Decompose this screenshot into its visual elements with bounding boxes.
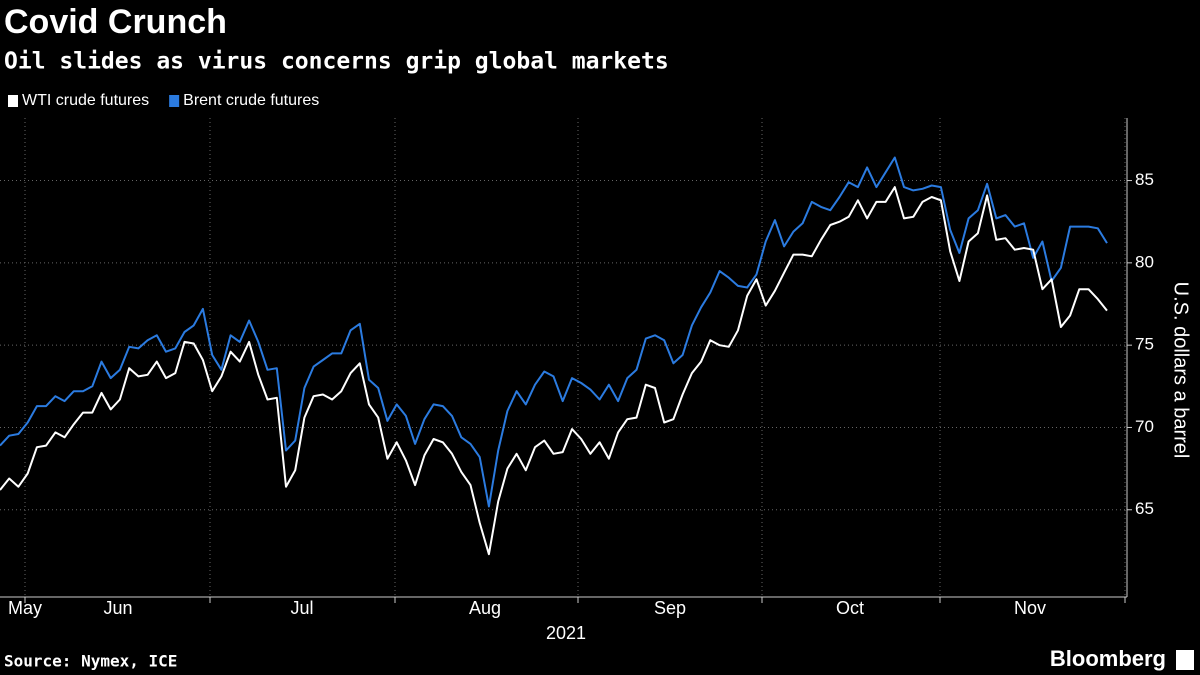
x-tick-label: Aug <box>469 598 501 618</box>
legend-label: WTI crude futures <box>22 92 149 109</box>
legend-swatch <box>8 95 18 107</box>
x-tick-label: Nov <box>1014 598 1046 618</box>
x-tick-label: Jun <box>103 598 132 618</box>
y-tick-label: 80 <box>1135 252 1154 271</box>
source: Source: Nymex, ICE <box>4 652 177 671</box>
brand-icon <box>1176 650 1194 670</box>
series-line <box>0 156 1108 508</box>
brand: Bloomberg <box>1050 646 1166 671</box>
y-axis-label: U.S. dollars a barrel <box>1170 282 1192 459</box>
x-tick-label: Jul <box>290 598 313 618</box>
legend-swatch <box>169 95 180 107</box>
legend-label: Brent crude futures <box>183 92 319 109</box>
y-tick-label: 65 <box>1135 499 1154 518</box>
series-line <box>0 186 1108 556</box>
y-tick-label: 85 <box>1135 170 1154 189</box>
x-axis-label: 2021 <box>546 623 586 643</box>
x-tick-label: Sep <box>654 598 686 618</box>
y-tick-label: 75 <box>1135 335 1154 354</box>
chart-title: Covid Crunch <box>4 3 227 41</box>
x-tick-label: May <box>8 598 42 618</box>
x-tick-label: Oct <box>836 598 864 618</box>
y-tick-label: 70 <box>1135 417 1154 436</box>
chart-subtitle: Oil slides as virus concerns grip global… <box>4 49 669 75</box>
